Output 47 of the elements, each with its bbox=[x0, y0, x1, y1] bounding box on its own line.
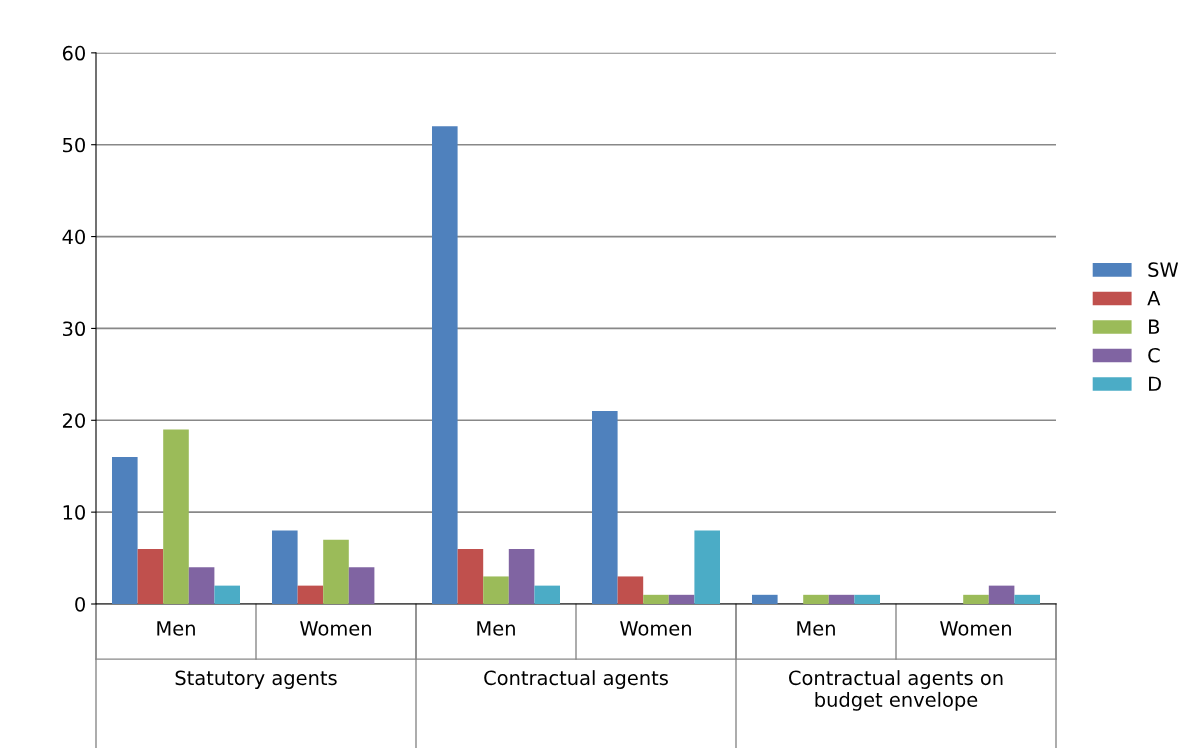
bar bbox=[432, 126, 458, 604]
bar bbox=[592, 411, 618, 604]
y-tick-label: 40 bbox=[62, 229, 85, 245]
bar bbox=[963, 594, 989, 604]
bar bbox=[272, 530, 298, 604]
y-tick-label: 0 bbox=[75, 596, 85, 612]
y-tick-label: 10 bbox=[63, 505, 85, 520]
bar bbox=[483, 576, 509, 604]
legend-label: SW bbox=[1148, 262, 1179, 277]
bar bbox=[854, 594, 880, 604]
bar bbox=[137, 548, 164, 604]
bar bbox=[297, 585, 324, 604]
bar bbox=[534, 585, 560, 604]
bar bbox=[803, 594, 829, 604]
x-tick-label: Women bbox=[940, 621, 1011, 636]
bar bbox=[643, 594, 669, 604]
bar bbox=[694, 530, 720, 604]
bar bbox=[348, 567, 375, 604]
x-tick-label: Men bbox=[797, 621, 835, 636]
y-tick-label: 30 bbox=[63, 321, 85, 337]
x-tick-label: Women bbox=[300, 621, 371, 636]
bar bbox=[457, 548, 484, 604]
y-tick-label: 20 bbox=[62, 413, 85, 428]
text: Contractual agents on budget envelope bbox=[789, 670, 1003, 711]
bar bbox=[214, 585, 240, 604]
legend-label: D bbox=[1149, 376, 1161, 391]
bar bbox=[617, 576, 644, 604]
bar bbox=[163, 429, 189, 604]
text: Contractual agents bbox=[484, 670, 668, 689]
bar bbox=[1014, 594, 1040, 604]
bar bbox=[988, 585, 1015, 604]
legend-label: A bbox=[1147, 291, 1161, 306]
x-tick-label: Women bbox=[620, 621, 691, 636]
bar bbox=[112, 457, 138, 604]
x-tick-label: Men bbox=[477, 621, 515, 636]
bar bbox=[323, 539, 349, 604]
text: Statutory agents bbox=[175, 670, 337, 689]
bar bbox=[752, 594, 778, 604]
bar bbox=[668, 594, 695, 604]
bar bbox=[188, 567, 215, 604]
legend-label: B bbox=[1149, 319, 1160, 334]
x-tick-label: Men bbox=[157, 621, 195, 636]
legend-label: C bbox=[1148, 347, 1160, 363]
y-tick-label: 60 bbox=[62, 45, 85, 61]
bar bbox=[828, 594, 855, 604]
y-tick-label: 50 bbox=[63, 137, 85, 153]
bar bbox=[508, 548, 535, 604]
